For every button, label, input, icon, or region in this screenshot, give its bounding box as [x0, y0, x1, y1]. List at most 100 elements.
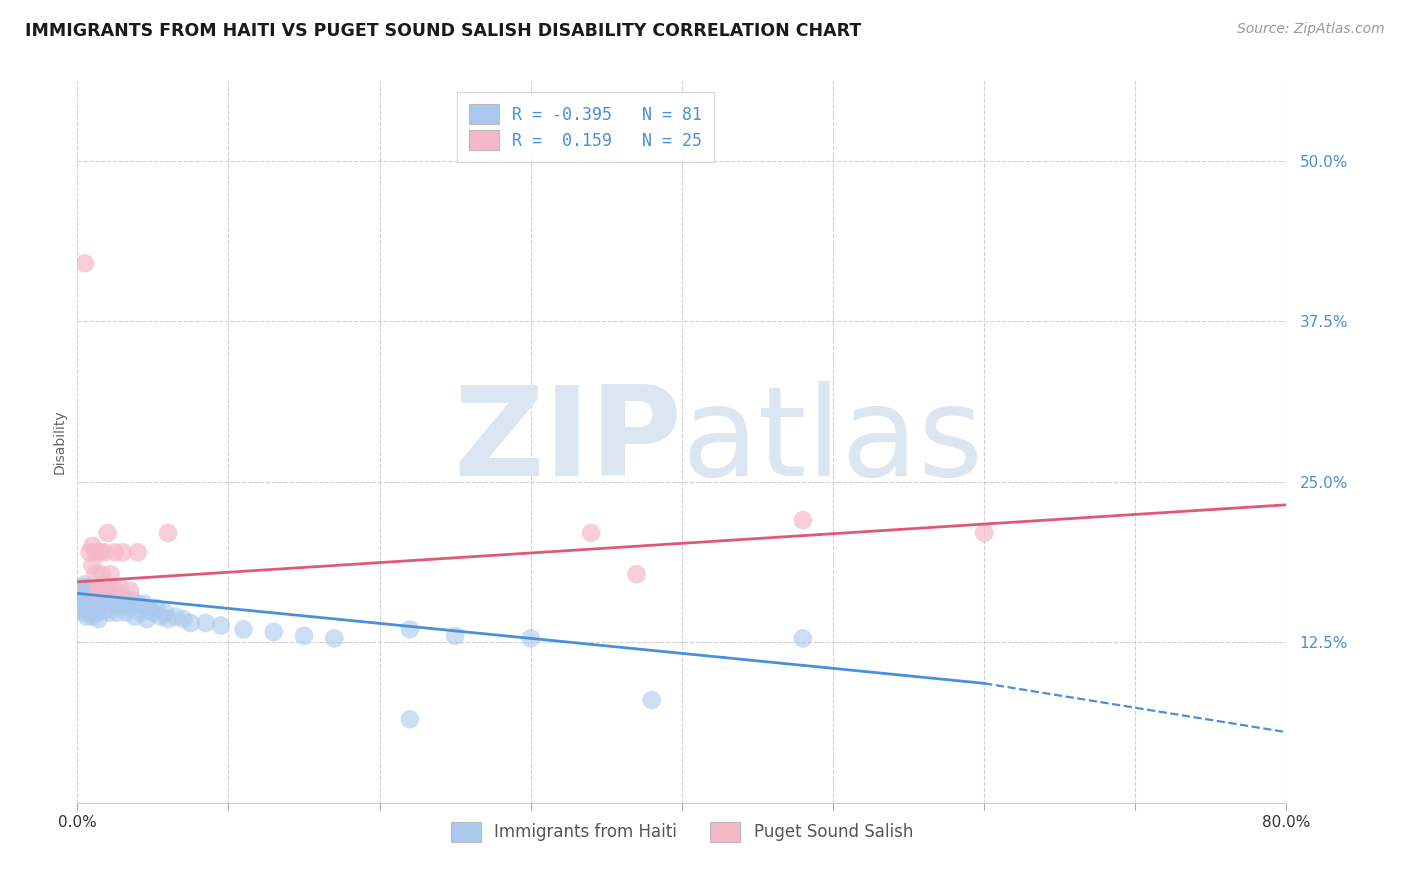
Point: [73, 577, 96, 591]
Point: [89, 580, 111, 594]
Point: [72, 588, 94, 602]
Point: [84, 567, 107, 582]
Point: [111, 597, 134, 611]
Point: [80, 606, 103, 620]
Point: [973, 526, 995, 541]
Point: [82, 539, 104, 553]
Point: [103, 586, 125, 600]
Point: [80, 592, 103, 607]
Point: [77, 580, 100, 594]
Point: [82, 609, 104, 624]
Point: [101, 592, 124, 607]
Point: [84, 545, 107, 559]
Point: [120, 583, 142, 598]
Point: [79, 586, 101, 600]
Text: ZIP: ZIP: [453, 381, 682, 502]
Point: [104, 597, 127, 611]
Point: [90, 591, 112, 605]
Point: [105, 606, 128, 620]
Point: [100, 597, 122, 611]
Point: [84, 583, 107, 598]
Point: [93, 592, 115, 607]
Point: [73, 256, 96, 270]
Point: [87, 612, 110, 626]
Point: [132, 597, 155, 611]
Point: [165, 609, 187, 624]
Point: [93, 580, 115, 594]
Point: [82, 588, 104, 602]
Point: [108, 600, 131, 615]
Point: [142, 606, 165, 620]
Point: [79, 545, 101, 559]
Point: [399, 712, 422, 726]
Point: [75, 588, 97, 602]
Point: [792, 513, 814, 527]
Point: [153, 606, 176, 620]
Legend: Immigrants from Haiti, Puget Sound Salish: Immigrants from Haiti, Puget Sound Salis…: [444, 815, 920, 848]
Point: [127, 597, 149, 611]
Point: [70, 592, 93, 607]
Point: [172, 612, 194, 626]
Point: [626, 567, 648, 582]
Point: [399, 623, 422, 637]
Text: atlas: atlas: [682, 381, 984, 502]
Point: [93, 545, 115, 559]
Point: [89, 599, 111, 614]
Point: [157, 526, 180, 541]
Point: [91, 583, 114, 598]
Point: [77, 591, 100, 605]
Point: [108, 580, 131, 594]
Point: [89, 545, 111, 559]
Point: [98, 606, 121, 620]
Point: [86, 583, 108, 598]
Point: [70, 603, 93, 617]
Point: [112, 591, 135, 605]
Point: [180, 615, 202, 630]
Point: [83, 603, 105, 617]
Point: [83, 591, 105, 605]
Point: [96, 526, 118, 541]
Point: [73, 592, 96, 607]
Point: [104, 583, 127, 598]
Point: [94, 597, 117, 611]
Point: [209, 618, 232, 632]
Point: [139, 603, 162, 617]
Point: [157, 612, 180, 626]
Point: [120, 600, 142, 615]
Point: [581, 526, 603, 541]
Point: [149, 609, 172, 624]
Point: [292, 629, 315, 643]
Point: [67, 591, 90, 605]
Point: [104, 545, 127, 559]
Point: [69, 597, 91, 611]
Point: [73, 606, 96, 620]
Point: [87, 588, 110, 602]
Point: [792, 632, 814, 646]
Point: [69, 583, 91, 598]
Point: [93, 603, 115, 617]
Point: [77, 603, 100, 617]
Point: [129, 606, 152, 620]
Point: [520, 632, 543, 646]
Point: [90, 567, 112, 582]
Point: [232, 623, 254, 637]
Point: [86, 597, 108, 611]
Point: [82, 597, 104, 611]
Point: [96, 591, 118, 605]
Point: [82, 558, 104, 573]
Point: [79, 597, 101, 611]
Point: [91, 597, 114, 611]
Point: [323, 632, 346, 646]
Text: Source: ZipAtlas.com: Source: ZipAtlas.com: [1237, 22, 1385, 37]
Point: [124, 609, 146, 624]
Point: [145, 600, 167, 615]
Point: [127, 545, 149, 559]
Point: [84, 592, 107, 607]
Point: [89, 592, 111, 607]
Point: [75, 597, 97, 611]
Point: [75, 609, 97, 624]
Point: [86, 606, 108, 620]
Y-axis label: Disability: Disability: [52, 409, 66, 474]
Point: [263, 624, 285, 639]
Point: [135, 612, 157, 626]
